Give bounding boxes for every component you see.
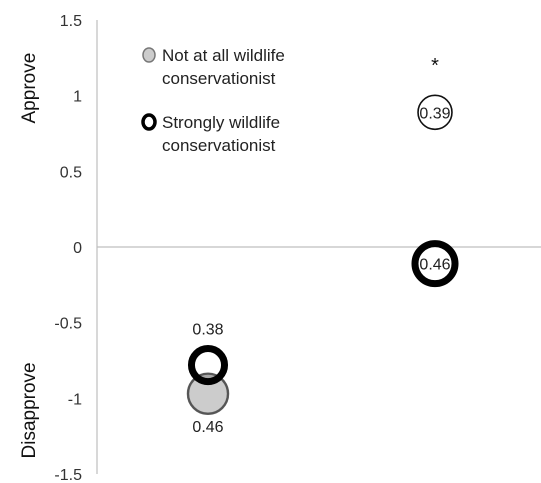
y-tick-label: -1 <box>68 391 82 408</box>
y-tick-label: 1 <box>73 89 82 106</box>
legend-label-line2: conservationist <box>162 136 276 155</box>
y-tick-label: -1.5 <box>54 467 82 483</box>
bubble-not-at-all-1 <box>417 94 453 131</box>
data-label: 0.46 <box>192 419 223 436</box>
disapprove-label: Disapprove <box>19 362 40 458</box>
data-label: 0.46 <box>419 257 450 274</box>
bubbles <box>186 94 459 416</box>
bubble-strongly-1 <box>411 240 459 288</box>
legend-marker-strongly <box>141 113 157 131</box>
y-tick-label: 1.5 <box>60 13 82 30</box>
legend-label-line2: conservationist <box>162 69 276 88</box>
legend-label-line1: Not at all wildlife <box>162 46 285 65</box>
significance-asterisk: * <box>431 55 439 77</box>
legend-marker-not-at-all <box>142 47 156 63</box>
legend: Not at all wildlife conservationist Strong… <box>141 46 285 155</box>
bubble-strongly-0 <box>187 345 229 386</box>
data-labels: 0.46 0.39 0.38 0.46 * <box>192 55 450 436</box>
bubble-not-at-all-outline <box>186 372 230 415</box>
data-label: 0.39 <box>419 105 450 122</box>
y-tick-label: 0.5 <box>60 164 82 181</box>
data-label: 0.38 <box>192 322 223 339</box>
legend-label-line1: Strongly wildlife <box>162 113 280 132</box>
y-tick-label: 0 <box>73 240 82 257</box>
axes: 1.5 1 0.5 0 -0.5 -1 -1.5 Approve Disapprove <box>19 13 541 483</box>
y-tick-label: -0.5 <box>54 316 82 333</box>
approve-label: Approve <box>19 53 40 124</box>
